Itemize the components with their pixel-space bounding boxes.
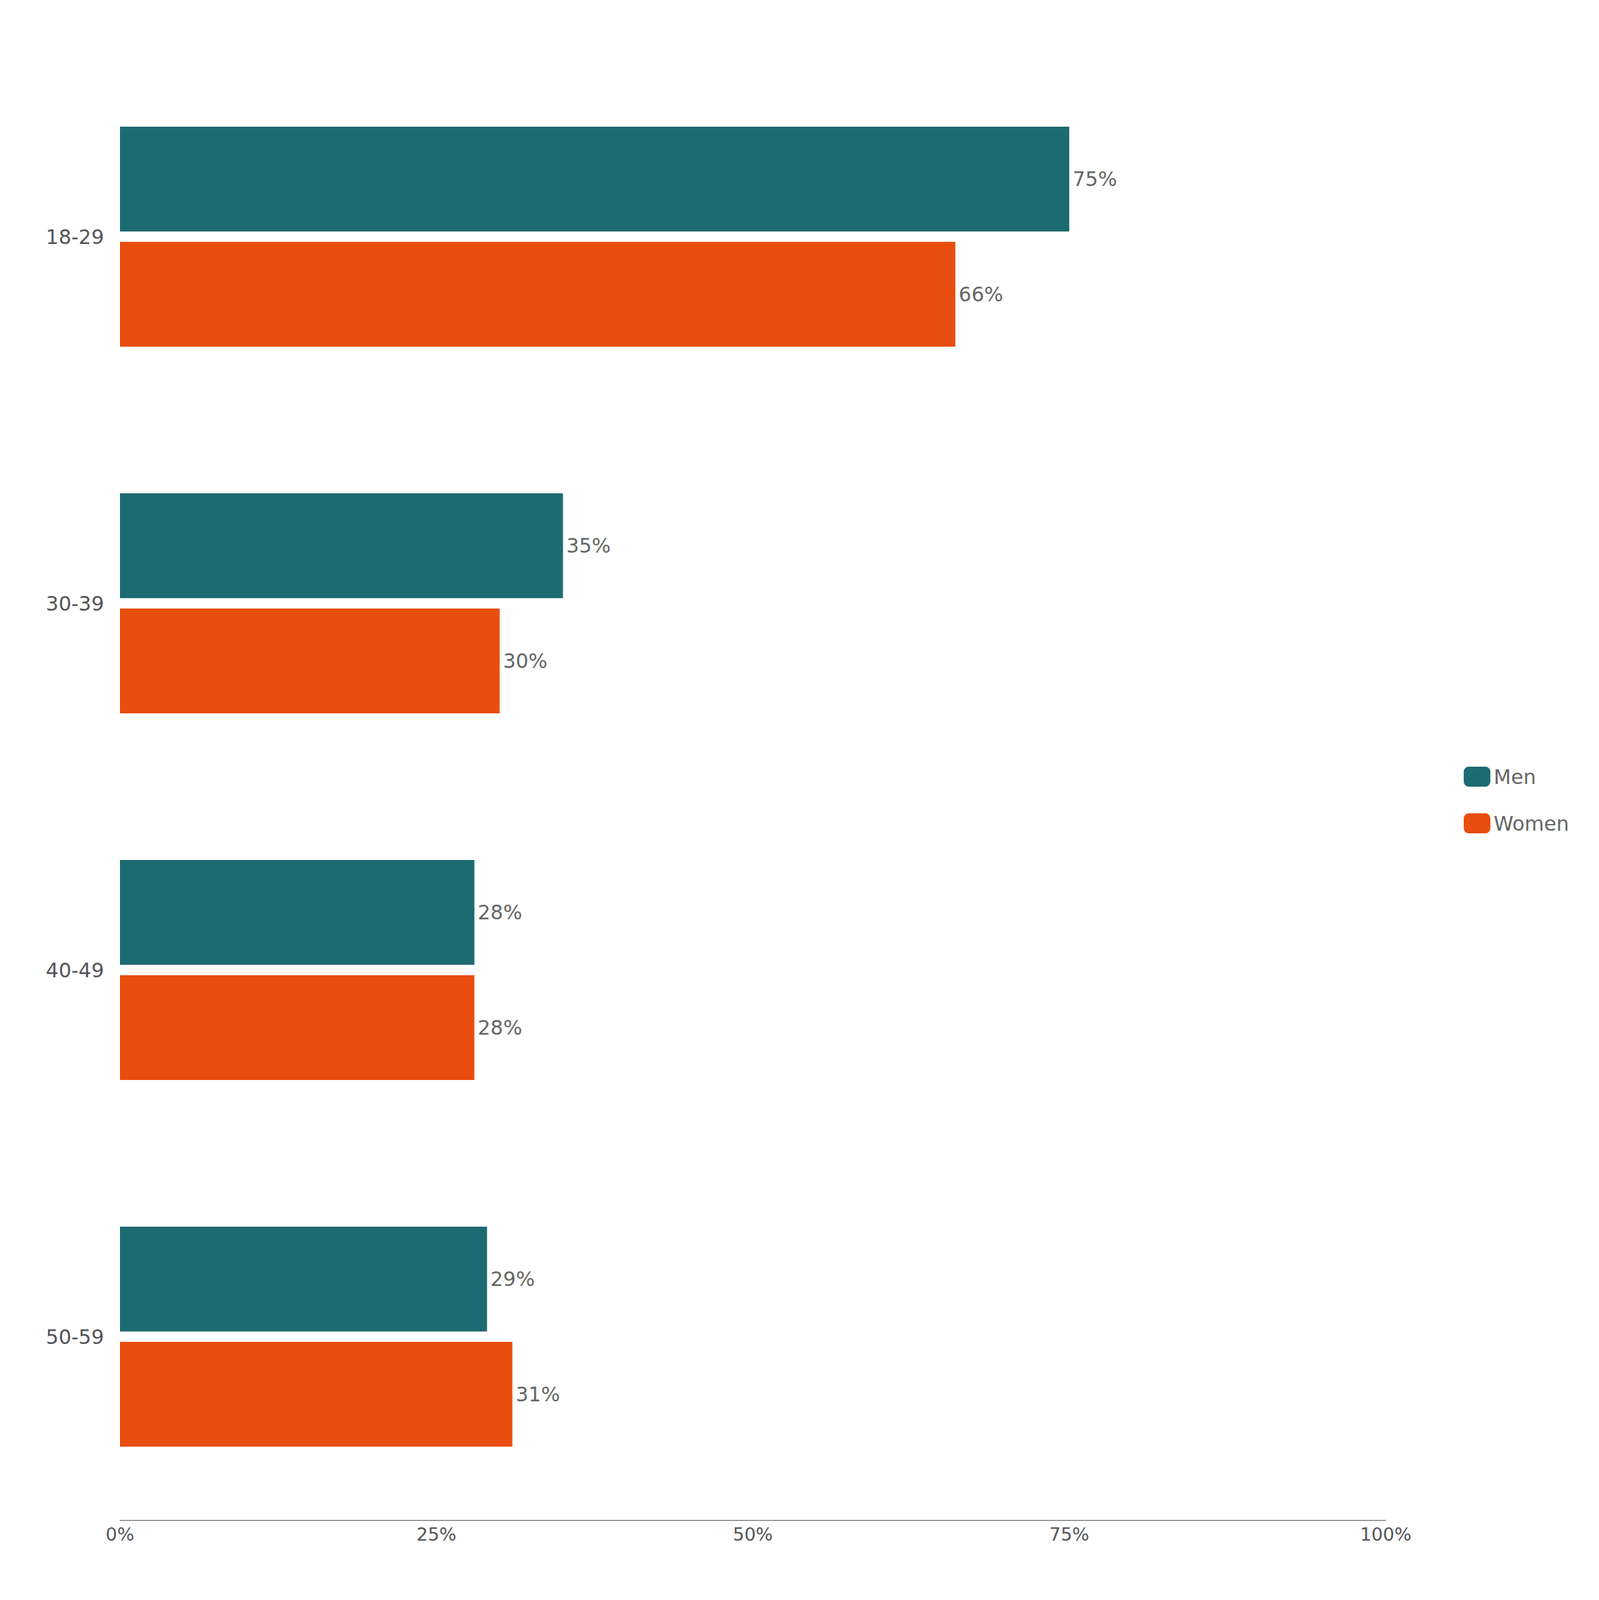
svg-text:30-39: 30-39 <box>45 591 104 616</box>
svg-text:50%: 50% <box>732 1523 773 1545</box>
svg-text:0%: 0% <box>105 1523 135 1545</box>
svg-text:29%: 29% <box>490 1267 536 1291</box>
svg-text:31%: 31% <box>515 1382 561 1406</box>
svg-text:25%: 25% <box>416 1523 457 1545</box>
svg-text:28%: 28% <box>477 1015 523 1040</box>
svg-text:Women: Women <box>1493 811 1570 836</box>
svg-text:75%: 75% <box>1072 167 1118 191</box>
svg-text:18-29: 18-29 <box>45 225 104 249</box>
svg-text:Men: Men <box>1493 765 1536 789</box>
svg-text:40-49: 40-49 <box>45 958 104 982</box>
svg-text:100%: 100% <box>1359 1523 1412 1545</box>
svg-text:75%: 75% <box>1049 1523 1090 1545</box>
svg-text:66%: 66% <box>958 282 1004 306</box>
svg-text:28%: 28% <box>477 900 523 924</box>
svg-text:30%: 30% <box>503 649 548 673</box>
svg-text:35%: 35% <box>566 533 612 558</box>
svg-text:50-59: 50-59 <box>45 1325 104 1349</box>
